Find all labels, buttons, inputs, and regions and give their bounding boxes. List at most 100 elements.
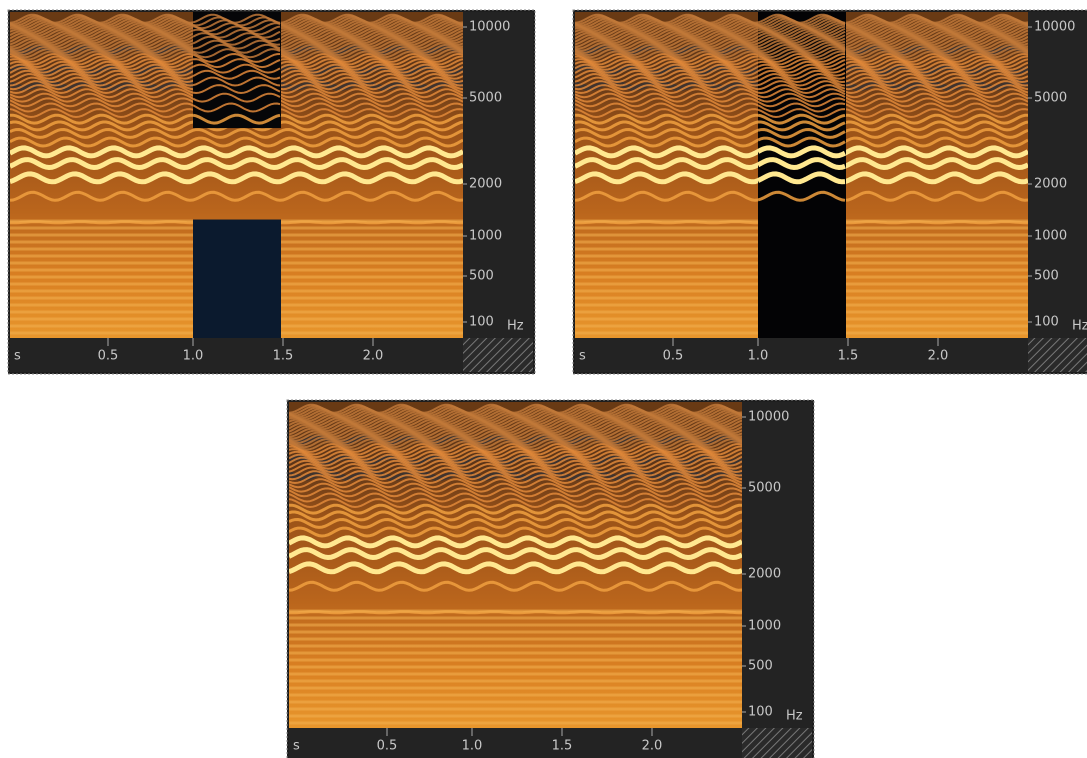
- corner-hatch: [742, 728, 812, 758]
- harmonic: [758, 136, 846, 148]
- harmonic: [758, 41, 846, 52]
- harmonic: [10, 145, 463, 159]
- harmonic: [193, 48, 281, 59]
- harmonic: [758, 66, 846, 77]
- harmonic: [758, 13, 846, 24]
- spectrogram: [575, 12, 1028, 338]
- harmonic: [758, 190, 846, 202]
- harmonic: [289, 517, 742, 529]
- harmonic: [758, 171, 846, 185]
- harmonic: [10, 171, 463, 185]
- y-tick-label: 10000: [748, 410, 789, 425]
- low-band: [289, 672, 742, 676]
- freq-axis: [1028, 12, 1087, 338]
- harmonic: [289, 445, 742, 456]
- harmonic: [758, 69, 846, 80]
- y-unit: Hz: [507, 319, 524, 334]
- y-tick-label: 2000: [1034, 177, 1067, 192]
- harmonic: [289, 459, 742, 470]
- harmonic: [193, 76, 281, 87]
- harmonic: [289, 470, 742, 481]
- harmonic: [10, 127, 463, 139]
- x-tick-label: 2.0: [363, 349, 384, 364]
- harmonic: [289, 448, 742, 459]
- harmonic: [758, 76, 846, 87]
- x-tick-label: 0.5: [98, 349, 119, 364]
- x-unit: s: [579, 349, 586, 364]
- harmonic: [758, 58, 846, 69]
- time-axis: [289, 728, 742, 758]
- harmonic: [193, 63, 281, 74]
- y-tick-label: 1000: [1034, 229, 1067, 244]
- x-tick-label: 1.5: [273, 349, 294, 364]
- harmonic: [289, 482, 742, 493]
- x-tick-label: 2.0: [928, 349, 949, 364]
- harmonic: [10, 190, 463, 202]
- y-tick-label: 500: [748, 659, 773, 674]
- harmonic: [193, 13, 281, 24]
- harmonic: [289, 431, 742, 442]
- y-tick-label: 5000: [469, 91, 502, 106]
- low-band: [289, 693, 742, 697]
- harmonic: [193, 102, 281, 113]
- harmonic: [758, 73, 846, 84]
- low-band: [289, 665, 742, 669]
- spectrogram-panel: 10000 5000 2000 1000 500 100 Hz s 0.5 1.0 1.5 2.0: [7, 9, 536, 375]
- harmonic: [758, 113, 846, 125]
- x-unit: s: [293, 739, 300, 754]
- harmonic: [289, 561, 742, 575]
- harmonic: [758, 92, 846, 103]
- harmonic: [758, 102, 846, 113]
- y-tick-label: 100: [748, 705, 773, 720]
- y-tick-label: 2000: [469, 177, 502, 192]
- harmonic: [758, 97, 846, 108]
- spectrogram-panel: 10000 5000 2000 1000 500 100 Hz s 0.5 1.0 1.5 2.0: [572, 9, 1087, 375]
- y-tick-label: 1000: [469, 229, 502, 244]
- harmonic: [289, 466, 742, 477]
- x-tick-label: 1.5: [552, 739, 573, 754]
- y-tick-label: 500: [469, 269, 494, 284]
- harmonic: [193, 69, 281, 80]
- y-tick-label: 10000: [469, 20, 510, 35]
- harmonic: [758, 63, 846, 74]
- harmonic: [289, 535, 742, 549]
- harmonic: [289, 510, 742, 522]
- low-band: [289, 707, 742, 711]
- harmonic: [289, 478, 742, 489]
- low-band: [289, 616, 742, 620]
- harmonic: [193, 113, 281, 125]
- harmonic: [758, 120, 846, 132]
- spectrogram: [289, 402, 742, 728]
- harmonic: [758, 52, 846, 63]
- spectrogram: [10, 12, 463, 338]
- harmonic: [758, 88, 846, 99]
- y-tick-label: 100: [1034, 315, 1059, 330]
- low-band: [289, 644, 742, 648]
- harmonic: [289, 456, 742, 467]
- x-tick-label: 1.0: [748, 349, 769, 364]
- low-band: [289, 623, 742, 627]
- harmonic: [193, 43, 281, 54]
- harmonic: [758, 145, 846, 159]
- freq-axis: [742, 402, 812, 728]
- low-band: [289, 609, 742, 613]
- low-band: [289, 651, 742, 655]
- x-tick-label: 1.0: [183, 349, 204, 364]
- corner-hatch: [463, 338, 533, 372]
- low-band: [289, 700, 742, 704]
- low-band: [289, 686, 742, 690]
- harmonic: [289, 503, 742, 515]
- harmonic: [289, 442, 742, 453]
- harmonic: [289, 474, 742, 485]
- low-band: [289, 658, 742, 662]
- harmonic: [193, 92, 281, 103]
- y-tick-label: 2000: [748, 567, 781, 582]
- harmonic: [289, 463, 742, 474]
- harmonic: [289, 492, 742, 503]
- y-tick-label: 5000: [748, 481, 781, 496]
- low-band: [289, 679, 742, 683]
- block-harmonics: [758, 13, 846, 202]
- harmonic: [289, 547, 742, 561]
- harmonic: [289, 487, 742, 498]
